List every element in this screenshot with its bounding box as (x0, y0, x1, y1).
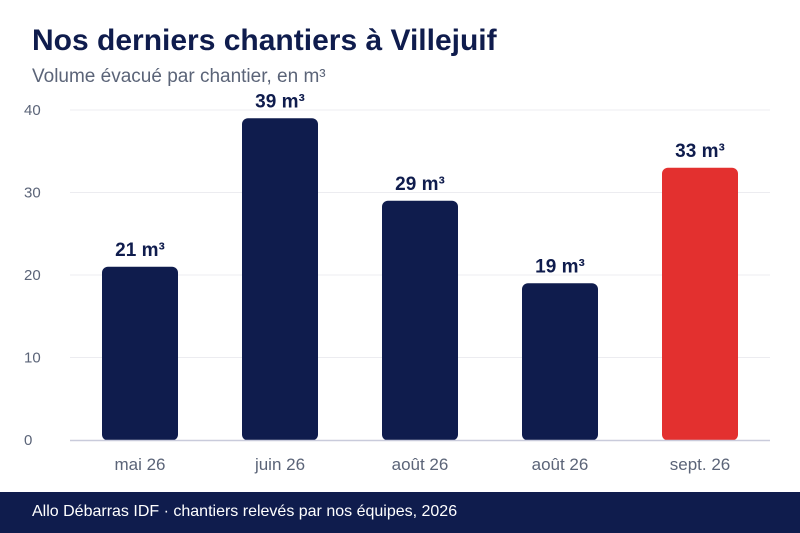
footer-bar: Allo Débarras IDF · chantiers relevés pa… (0, 492, 800, 533)
x-tick-label: juin 26 (254, 455, 305, 474)
bar-value-label: 19 m³ (535, 256, 585, 277)
footer-source: Allo Débarras IDF · chantiers relevés pa… (32, 503, 458, 520)
bar-value-label: 33 m³ (675, 141, 725, 162)
bar (102, 266, 178, 441)
x-tick-label: août 26 (532, 455, 589, 474)
y-tick-label: 10 (24, 350, 41, 367)
bar (382, 200, 458, 441)
bar-value-label: 39 m³ (255, 91, 305, 112)
y-tick-label: 20 (24, 267, 41, 284)
bar (242, 118, 318, 441)
bar (662, 167, 738, 441)
y-tick-label: 0 (24, 432, 32, 449)
bar-value-label: 21 m³ (115, 240, 165, 261)
chart-subtitle: Volume évacué par chantier, en m³ (32, 66, 326, 87)
chart-title: Nos derniers chantiers à Villejuif (32, 24, 497, 57)
x-tick-label: sept. 26 (670, 455, 731, 474)
bar-chart: 0 10 20 30 40 21 m³ mai 26 39 m³ juin 26 29 m³ aoû… (24, 91, 770, 474)
y-tick-label: 30 (24, 185, 41, 202)
bar-value-label: 29 m³ (395, 174, 445, 195)
x-tick-label: mai 26 (114, 455, 165, 474)
bar (522, 283, 598, 441)
x-tick-label: août 26 (392, 455, 449, 474)
y-tick-label: 40 (24, 102, 41, 119)
